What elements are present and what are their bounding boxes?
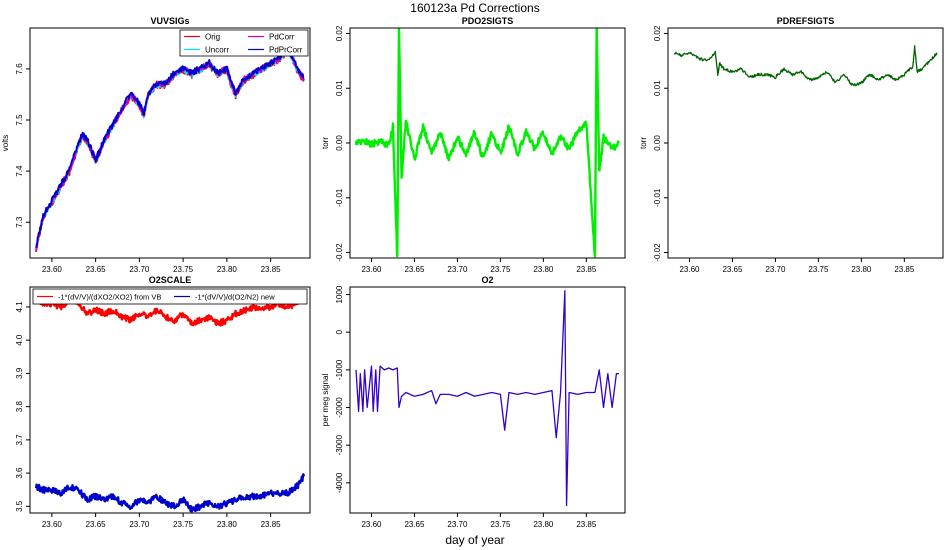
x-tick-label: 23.85 (261, 265, 282, 274)
y-tick-label: 7.4 (15, 165, 24, 177)
x-tick-label: 23.80 (217, 520, 238, 529)
y-tick-label: -0.02 (653, 243, 662, 262)
x-tick-label: 23.85 (261, 520, 282, 529)
panel-o2scale: O2SCALE 23.60 23.65 23.70 23.75 23.80 23.85 3.5… (15, 275, 311, 529)
legend-label: Orig (205, 33, 220, 42)
y-tick-label: -4000 (335, 472, 344, 493)
x-tick-label: 23.60 (361, 265, 382, 274)
x-tick-label: 23.70 (129, 265, 150, 274)
series-line-pdrefsigts (673, 45, 938, 87)
x-tick-label: 23.70 (447, 265, 468, 274)
panels-layer: VUVSIGs 23.60 23.65 23.70 23.75 23.80 23.85 7.3… (1, 16, 944, 529)
y-tick-label: 0 (335, 329, 344, 334)
panel-o2: O2 23.60 23.65 23.70 23.75 23.80 23.85 -4000 -30… (321, 275, 626, 529)
x-tick-label: 23.60 (361, 520, 382, 529)
y-tick-label: 1000 (335, 285, 344, 303)
x-tick-label: 23.60 (42, 265, 63, 274)
legend: Orig Uncorr PdCorr PdPrCorr (179, 29, 309, 57)
y-tick-label: 3.5 (15, 500, 24, 512)
legend-label: PdPrCorr (269, 46, 303, 55)
x-tick-label: 23.85 (894, 265, 915, 274)
y-tick-label: 7.6 (15, 63, 24, 75)
legend-label: -1*(dV/V)/(dXO2/XO2) from VB (58, 293, 161, 302)
series-line-o2 (355, 290, 619, 507)
x-tick-label: 23.70 (447, 520, 468, 529)
x-tick-label: 23.80 (217, 265, 238, 274)
y-tick-label: 3.8 (15, 401, 24, 413)
y-tick-label: 0.02 (653, 25, 662, 41)
plot-frame (667, 27, 944, 259)
y-tick-label: 3.7 (15, 434, 24, 446)
y-tick-label: -1000 (335, 359, 344, 380)
y-tick-label: -2000 (335, 397, 344, 418)
plot-frame (349, 286, 626, 514)
panel-vuvsigs: VUVSIGs 23.60 23.65 23.70 23.75 23.80 23.85 7.3… (1, 16, 311, 274)
figure-title: 160123a Pd Corrections (410, 1, 539, 15)
x-tick-label: 23.60 (42, 520, 63, 529)
series-line--1-dv-v-d-o2-n2-new (34, 473, 306, 513)
y-tick-label: 4.1 (15, 301, 24, 313)
panel-pdo2sigts: PDO2SIGTS 23.60 23.65 23.70 23.75 23.80 23.85 -… (321, 16, 626, 274)
panel-title: O2 (481, 275, 493, 285)
series-line-pdo2sigts (354, 28, 621, 258)
y-tick-label: 0.01 (335, 80, 344, 96)
legend-box (179, 29, 309, 57)
y-axis-label: torr (639, 137, 648, 149)
y-axis-label: volts (1, 135, 10, 151)
x-tick-label: 23.70 (129, 520, 150, 529)
y-tick-label: -0.01 (653, 188, 662, 207)
series-group (35, 44, 305, 253)
x-tick-label: 23.70 (765, 265, 786, 274)
y-tick-label: 3.9 (15, 367, 24, 379)
plot-frame (29, 286, 311, 514)
series-group (355, 290, 619, 507)
x-tick-label: 23.75 (490, 265, 511, 274)
x-tick-label: 23.80 (851, 265, 872, 274)
y-tick-label: -0.01 (335, 188, 344, 207)
y-tick-label: -0.02 (335, 243, 344, 262)
panel-title: PDREFSIGTS (777, 16, 835, 26)
x-tick-label: 23.65 (86, 265, 107, 274)
plot-frame (29, 27, 311, 259)
series-group (34, 293, 306, 513)
series-group (354, 28, 621, 258)
x-tick-label: 23.85 (576, 265, 597, 274)
y-tick-label: 3.6 (15, 467, 24, 479)
legend-label: -1*(dV/V)/d(O2/N2) new (195, 293, 275, 302)
y-tick-label: -3000 (335, 434, 344, 455)
panel-title: O2SCALE (149, 275, 192, 285)
panel-title: PDO2SIGTS (462, 16, 514, 26)
y-tick-label: 0.00 (335, 135, 344, 151)
y-axis-label: per meg signal (321, 374, 330, 427)
y-tick-label: 0.01 (653, 80, 662, 96)
x-tick-label: 23.80 (533, 265, 554, 274)
legend-label: Uncorr (205, 46, 229, 55)
x-tick-label: 23.80 (533, 520, 554, 529)
x-tick-label: 23.75 (173, 265, 194, 274)
x-tick-label: 23.75 (490, 520, 511, 529)
x-tick-label: 23.75 (173, 520, 194, 529)
y-tick-label: 4.0 (15, 334, 24, 346)
panel-title: VUVSIGs (150, 16, 189, 26)
y-tick-label: 7.3 (15, 216, 24, 228)
legend: -1*(dV/V)/(dXO2/XO2) from VB -1*(dV/V)/d(… (32, 288, 308, 305)
x-tick-label: 23.65 (404, 520, 425, 529)
legend-label: PdCorr (269, 33, 295, 42)
y-tick-label: 0.02 (335, 25, 344, 41)
x-tick-label: 23.60 (679, 265, 700, 274)
y-tick-label: 0.00 (653, 135, 662, 151)
y-axis-label: torr (321, 137, 330, 149)
y-tick-label: 7.5 (15, 114, 24, 126)
panel-pdrefsigts: PDREFSIGTS 23.60 23.65 23.70 23.75 23.80 23.85… (639, 16, 944, 274)
x-tick-label: 23.65 (722, 265, 743, 274)
figure-xlabel: day of year (445, 533, 504, 547)
series-group (673, 45, 938, 87)
x-tick-label: 23.85 (576, 520, 597, 529)
legend-box (32, 288, 308, 305)
series-line-pdprcorr (35, 44, 305, 249)
x-tick-label: 23.75 (808, 265, 829, 274)
x-tick-label: 23.65 (86, 520, 107, 529)
x-tick-label: 23.65 (404, 265, 425, 274)
